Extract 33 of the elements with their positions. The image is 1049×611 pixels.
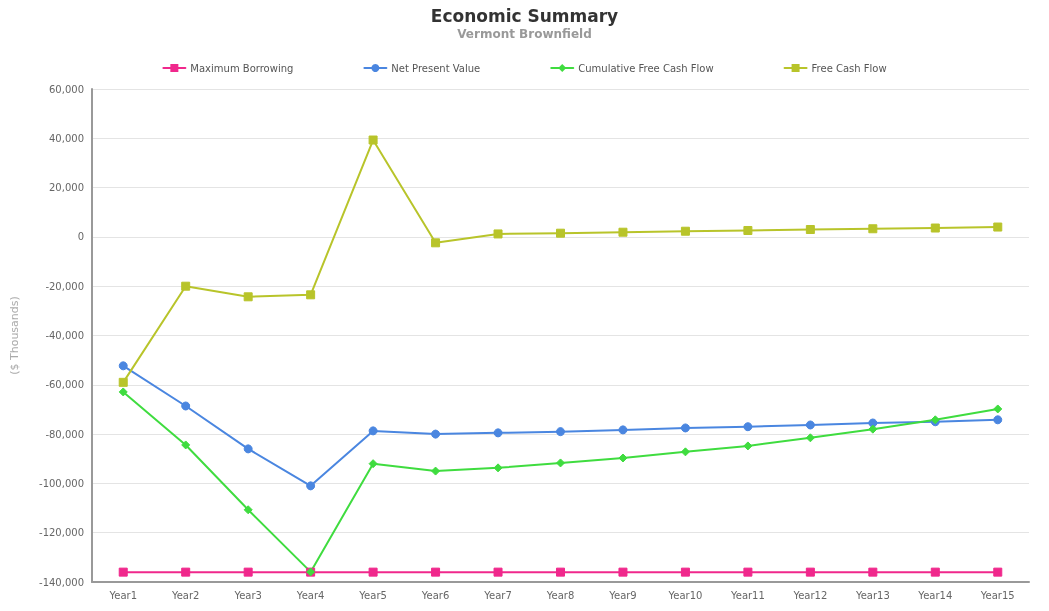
legend-label: Net Present Value xyxy=(391,62,481,74)
legend-label: Free Cash Flow xyxy=(811,62,887,74)
x-tick-label: Year2 xyxy=(170,589,200,601)
chart-title: Economic Summary xyxy=(430,5,619,26)
x-tick-label: Year10 xyxy=(667,589,703,601)
y-axis-title: ($ Thousands) xyxy=(8,296,21,375)
y-tick-label: 20,000 xyxy=(49,182,84,194)
y-tick-label: 40,000 xyxy=(49,132,84,144)
x-tick-label: Year8 xyxy=(545,589,575,601)
x-tick-label: Year4 xyxy=(295,589,325,601)
x-tick-label: Year1 xyxy=(108,589,138,601)
x-tick-label: Year14 xyxy=(917,589,953,601)
y-tick-label: -120,000 xyxy=(39,527,84,539)
x-tick-label: Year9 xyxy=(608,589,637,601)
x-tick-label: Year7 xyxy=(483,589,512,601)
x-tick-label: Year3 xyxy=(233,589,262,601)
y-tick-label: -40,000 xyxy=(45,330,84,341)
y-tick-label: -20,000 xyxy=(45,280,84,292)
x-tick-label: Year13 xyxy=(854,589,890,601)
y-tick-label: -100,000 xyxy=(39,477,84,489)
y-tick-label: 0 xyxy=(77,231,84,243)
legend-label: Cumulative Free Cash Flow xyxy=(578,62,714,74)
legend-label: Maximum Borrowing xyxy=(190,62,294,74)
x-tick-label: Year15 xyxy=(979,589,1015,601)
x-tick-label: Year12 xyxy=(792,589,828,601)
x-tick-label: Year6 xyxy=(420,589,450,601)
x-tick-label: Year11 xyxy=(729,589,765,601)
chart-subtitle: Vermont Brownfield xyxy=(457,27,592,41)
y-tick-label: -80,000 xyxy=(45,428,84,440)
y-tick-label: 60,000 xyxy=(49,83,84,95)
y-tick-label: -140,000 xyxy=(39,576,84,588)
x-tick-label: Year5 xyxy=(358,589,387,601)
y-tick-label: -60,000 xyxy=(45,379,84,391)
